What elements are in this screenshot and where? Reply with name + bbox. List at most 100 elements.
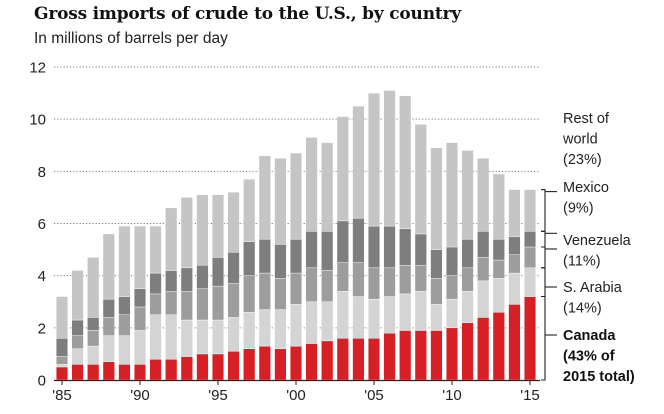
legend-bracket (541, 246, 546, 269)
bar-segment-venezuela (243, 275, 256, 313)
bar-segment-mexico (211, 257, 224, 287)
bar-segment-mexico (56, 338, 69, 357)
chart-subtitle: In millions of barrels per day (34, 30, 228, 47)
bar-segment-canada (305, 343, 318, 381)
bar-segment-venezuela (446, 275, 459, 300)
bar-segment-mexico (305, 231, 318, 269)
x-tick-label: '05 (364, 387, 384, 404)
bar-segment-venezuela (508, 254, 521, 274)
bar-segment-mexico (492, 238, 505, 261)
bar-segment-rest-of-world (56, 296, 69, 339)
bar-segment-canada (399, 330, 412, 381)
bar-segment-canada (227, 351, 240, 381)
legend-label: Canada (563, 328, 616, 344)
bar-stack (71, 270, 84, 381)
bar-segment-saudi-arabia (492, 278, 505, 313)
bar-segment-mexico (461, 238, 474, 269)
bar-stack (430, 147, 443, 381)
bar-segment-rest-of-world (321, 142, 334, 232)
bar-segment-mexico (71, 319, 84, 336)
bar-segment-saudi-arabia (71, 348, 84, 365)
bar-segment-canada (180, 356, 193, 381)
bar-segment-rest-of-world (258, 155, 271, 240)
bar-segment-saudi-arabia (477, 280, 490, 318)
bar-segment-venezuela (399, 265, 412, 295)
bar-segment-rest-of-world (399, 95, 412, 229)
bar-segment-mexico (290, 238, 303, 274)
x-tick-label: '00 (286, 387, 306, 404)
bar-segment-mexico (446, 246, 459, 276)
bar-stack (180, 197, 193, 381)
bar-segment-rest-of-world (118, 225, 131, 297)
bar-stack (56, 296, 69, 381)
y-tick-label: 2 (38, 320, 46, 337)
bar-segment-saudi-arabia (383, 296, 396, 334)
bar-segment-saudi-arabia (211, 319, 224, 355)
bar-segment-rest-of-world (477, 158, 490, 232)
bar-segment-canada (243, 348, 256, 381)
legend-bracket (541, 230, 546, 248)
bar-segment-mexico (399, 228, 412, 266)
legend-label: 2015 total) (563, 369, 635, 385)
bar-stack (399, 95, 412, 381)
bar-segment-saudi-arabia (102, 335, 115, 362)
bar-segment-venezuela (305, 267, 318, 302)
bar-segment-rest-of-world (87, 257, 100, 318)
legend-label: world (562, 132, 598, 148)
bar-segment-saudi-arabia (87, 345, 100, 365)
bar-segment-venezuela (71, 335, 84, 349)
bar-segment-canada (336, 338, 349, 381)
bar-segment-saudi-arabia (243, 311, 256, 349)
bar-segment-mexico (196, 265, 209, 289)
bar-segment-saudi-arabia (133, 330, 146, 365)
bar-segment-rest-of-world (165, 207, 178, 271)
bar-segment-saudi-arabia (508, 272, 521, 305)
bar-stack (227, 191, 240, 381)
x-tick-label: '95 (208, 387, 228, 404)
bar-segment-venezuela (477, 257, 490, 282)
bar-stack (383, 90, 396, 381)
bar-segment-mexico (414, 233, 427, 266)
bar-segment-mexico (118, 296, 131, 315)
bar-segment-mexico (524, 231, 537, 248)
bar-segment-rest-of-world (243, 178, 256, 242)
bar-segment-rest-of-world (368, 92, 381, 227)
bar-segment-mexico (227, 251, 240, 284)
bar-segment-mexico (87, 317, 100, 331)
bar-segment-venezuela (118, 314, 131, 336)
bar-segment-venezuela (87, 330, 100, 347)
bar-segment-saudi-arabia (414, 291, 427, 331)
bar-segment-venezuela (290, 272, 303, 305)
bar-segment-mexico (321, 231, 334, 271)
bar-segment-saudi-arabia (258, 309, 271, 347)
bar-segment-mexico (274, 244, 287, 279)
bar-stack (336, 116, 349, 381)
bar-segment-rest-of-world (133, 225, 146, 289)
bar-stack (321, 142, 334, 381)
bar-segment-canada (56, 366, 69, 381)
bar-segment-saudi-arabia (118, 335, 131, 365)
legend-label: Mexico (563, 180, 609, 196)
bar-segment-canada (211, 353, 224, 381)
legend-label: Rest of (563, 111, 610, 127)
bar-segment-saudi-arabia (352, 296, 365, 339)
bar-segment-rest-of-world (352, 105, 365, 219)
bar-segment-canada (196, 353, 209, 381)
bar-segment-rest-of-world (227, 191, 240, 253)
bar-segment-saudi-arabia (165, 314, 178, 360)
bar-stack (165, 207, 178, 381)
bar-segment-rest-of-world (305, 137, 318, 232)
bar-stack (461, 150, 474, 381)
bar-segment-venezuela (461, 267, 474, 292)
bar-segment-mexico (383, 225, 396, 269)
bar-segment-mexico (258, 238, 271, 274)
x-axis: '85 '90 '95 '00 '05 '10 '15 (52, 379, 540, 404)
bar-segment-canada (133, 364, 146, 381)
bar-segment-rest-of-world (461, 150, 474, 240)
bar-segment-canada (446, 327, 459, 381)
bar-stack (149, 225, 162, 381)
bar-segment-saudi-arabia (227, 317, 240, 352)
bar-segment-canada (321, 340, 334, 381)
bar-segment-canada (492, 311, 505, 381)
bar-segment-mexico (430, 249, 443, 279)
